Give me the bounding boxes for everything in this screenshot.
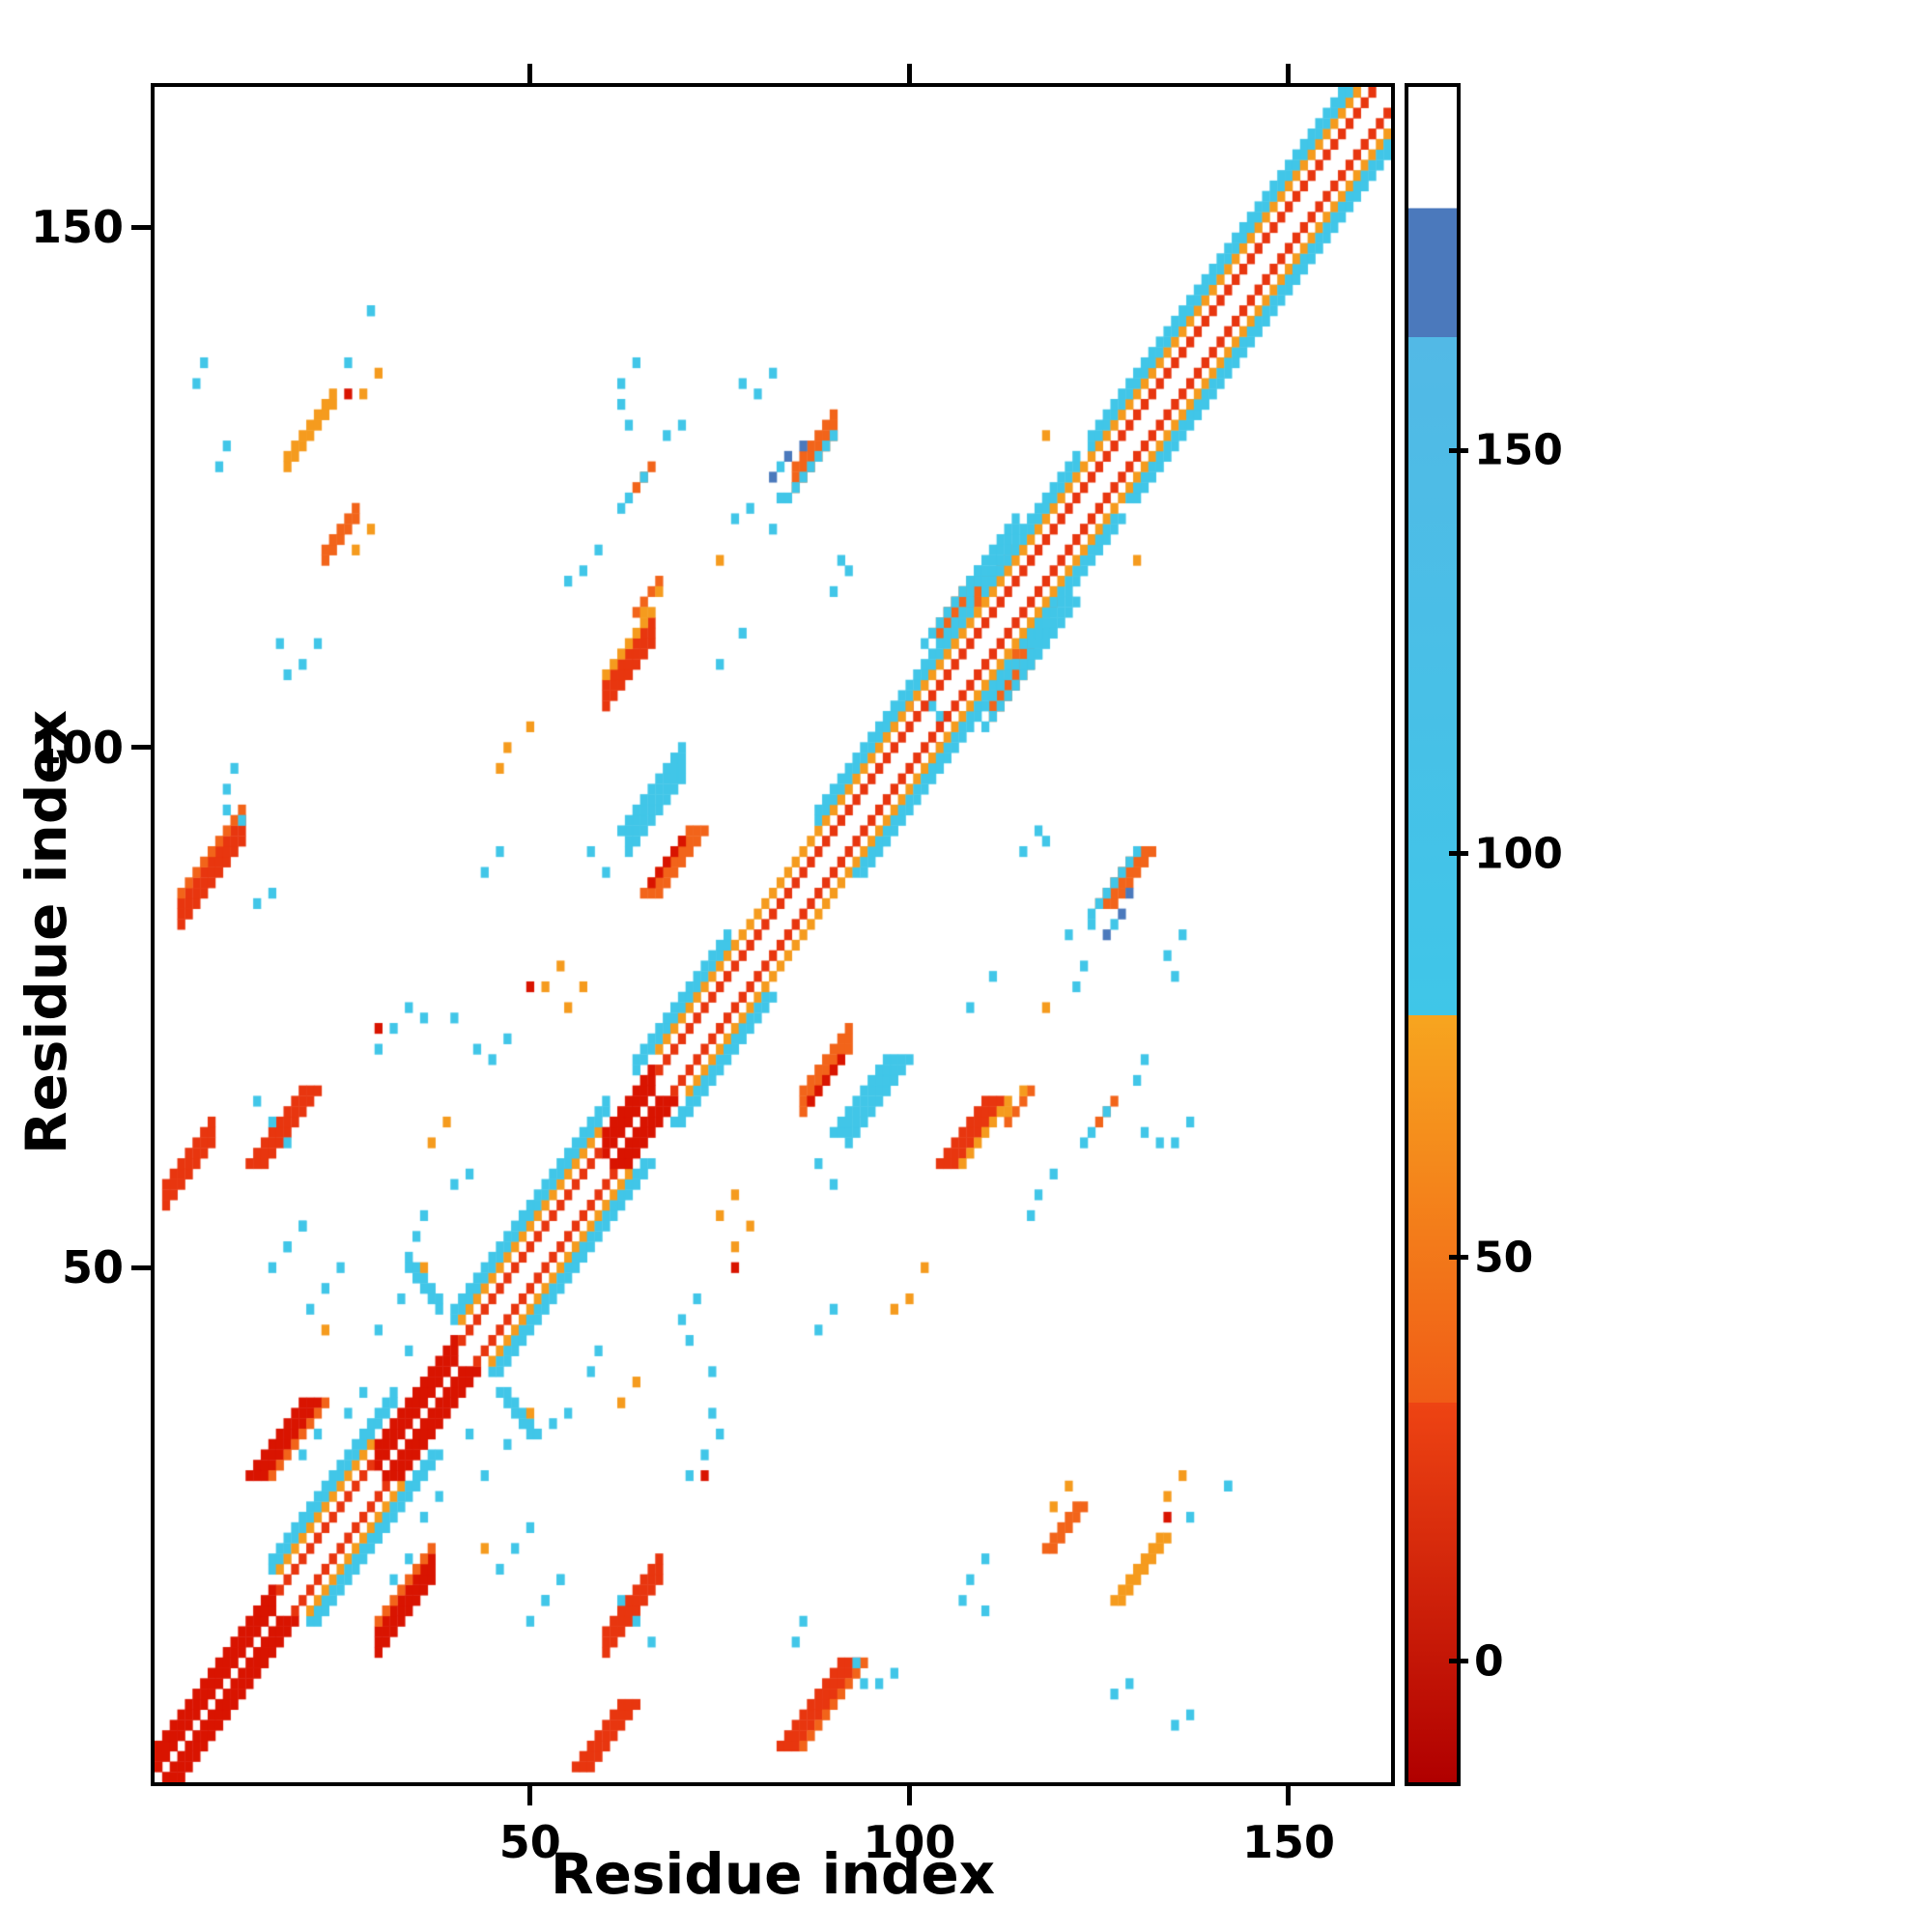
x-tick-label: 150 — [1241, 1816, 1335, 1868]
colorbar-tick-label: 50 — [1474, 1233, 1534, 1283]
y-tick-label: 100 — [30, 721, 124, 774]
x-tick — [906, 1786, 912, 1805]
heatmap-canvas — [155, 87, 1391, 1782]
colorbar-tick-label: 100 — [1474, 829, 1563, 879]
x-tick-label: 50 — [498, 1816, 561, 1868]
x-tick-top — [527, 64, 533, 83]
plot-area — [151, 83, 1395, 1786]
colorbar-tick — [1449, 851, 1468, 857]
y-axis-label: Residue index — [14, 709, 79, 1155]
y-tick-label: 50 — [61, 1241, 124, 1294]
x-axis-label: Residue index — [550, 1841, 996, 1907]
x-tick-top — [1286, 64, 1292, 83]
x-tick — [1286, 1786, 1292, 1805]
colorbar-tick — [1449, 1659, 1468, 1664]
x-tick-top — [906, 64, 912, 83]
colorbar-tick — [1449, 1255, 1468, 1261]
colorbar-tick-label: 0 — [1474, 1636, 1504, 1687]
y-tick-label: 150 — [30, 201, 124, 254]
x-tick — [527, 1786, 533, 1805]
colorbar-tick — [1449, 447, 1468, 453]
x-tick-label: 100 — [863, 1816, 956, 1868]
y-tick — [131, 745, 151, 751]
y-tick — [131, 1264, 151, 1270]
y-tick — [131, 224, 151, 230]
colorbar — [1405, 83, 1461, 1786]
colorbar-tick-label: 150 — [1474, 425, 1563, 475]
